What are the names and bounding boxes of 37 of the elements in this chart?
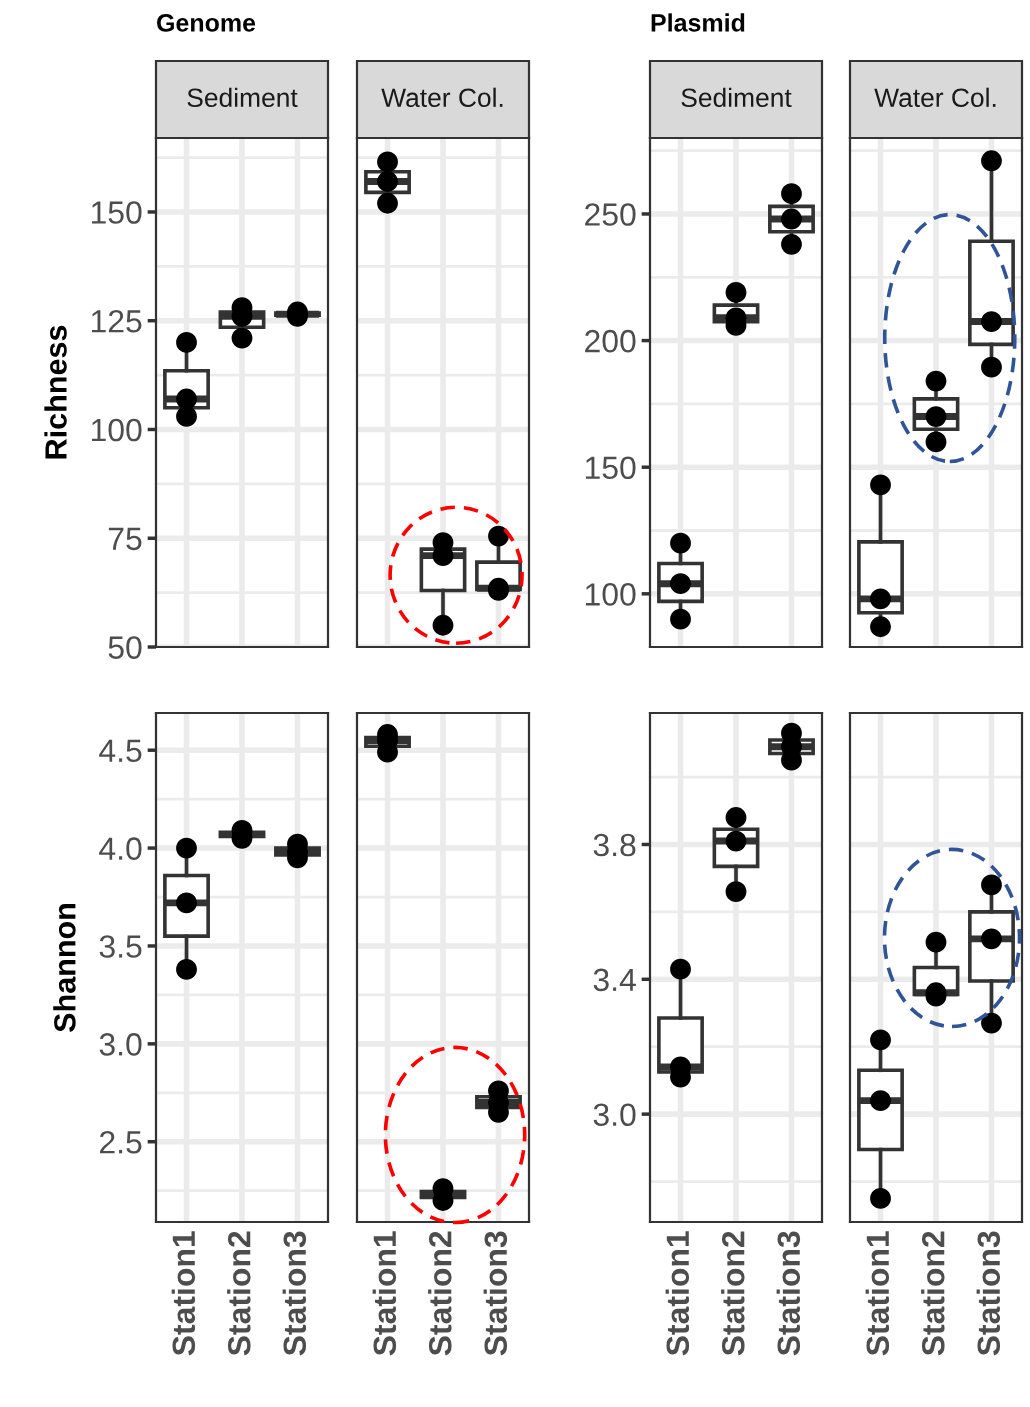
chart-subtitle: Water Col. [381, 87, 503, 108]
x-tick-label: Station1 [171, 1231, 196, 1356]
y-tick-label: 250 [585, 203, 636, 226]
x-tick-label: Station1 [865, 1231, 890, 1356]
y-tick-label: 125 [91, 309, 142, 333]
x-tick-label: Station1 [665, 1231, 690, 1356]
x-tick-label: Station2 [227, 1231, 251, 1356]
y-axis-title: Richness [44, 325, 67, 459]
chart-subtitle: Water Col. [874, 87, 996, 108]
x-tick-label: Station2 [428, 1231, 452, 1356]
x-tick-label: Station2 [921, 1231, 945, 1356]
x-tick-label: Station3 [282, 1231, 307, 1356]
y-tick-label: 100 [91, 418, 142, 442]
x-tick-label: Station3 [483, 1231, 508, 1356]
y-tick-label: 100 [585, 583, 636, 606]
chart-title: Genome [157, 14, 256, 32]
y-tick-label: 4.0 [99, 837, 142, 860]
y-tick-label: 75 [108, 527, 142, 551]
x-tick-label: Station3 [776, 1231, 801, 1356]
y-tick-label: 3.0 [99, 1033, 142, 1056]
y-tick-label: 3.8 [593, 833, 636, 857]
y-tick-label: 2.5 [100, 1131, 142, 1154]
y-tick-label: 3.5 [99, 935, 142, 958]
y-tick-label: 4.5 [99, 739, 142, 763]
chart-subtitle: Sediment [681, 87, 792, 108]
y-tick-label: 3.4 [593, 968, 636, 992]
x-tick-label: Station2 [721, 1231, 745, 1356]
x-tick-label: Station1 [372, 1231, 397, 1356]
y-tick-label: 50 [108, 636, 142, 659]
y-tick-label: 3.0 [593, 1103, 636, 1127]
y-axis-title: Shannon [53, 904, 76, 1032]
chart-title: Plasmid [651, 13, 745, 32]
y-tick-label: 150 [91, 201, 142, 224]
y-tick-label: 200 [585, 329, 636, 353]
chart-subtitle: Sediment [187, 87, 298, 108]
x-tick-label: Station3 [976, 1231, 1001, 1356]
y-tick-label: 150 [585, 456, 636, 480]
